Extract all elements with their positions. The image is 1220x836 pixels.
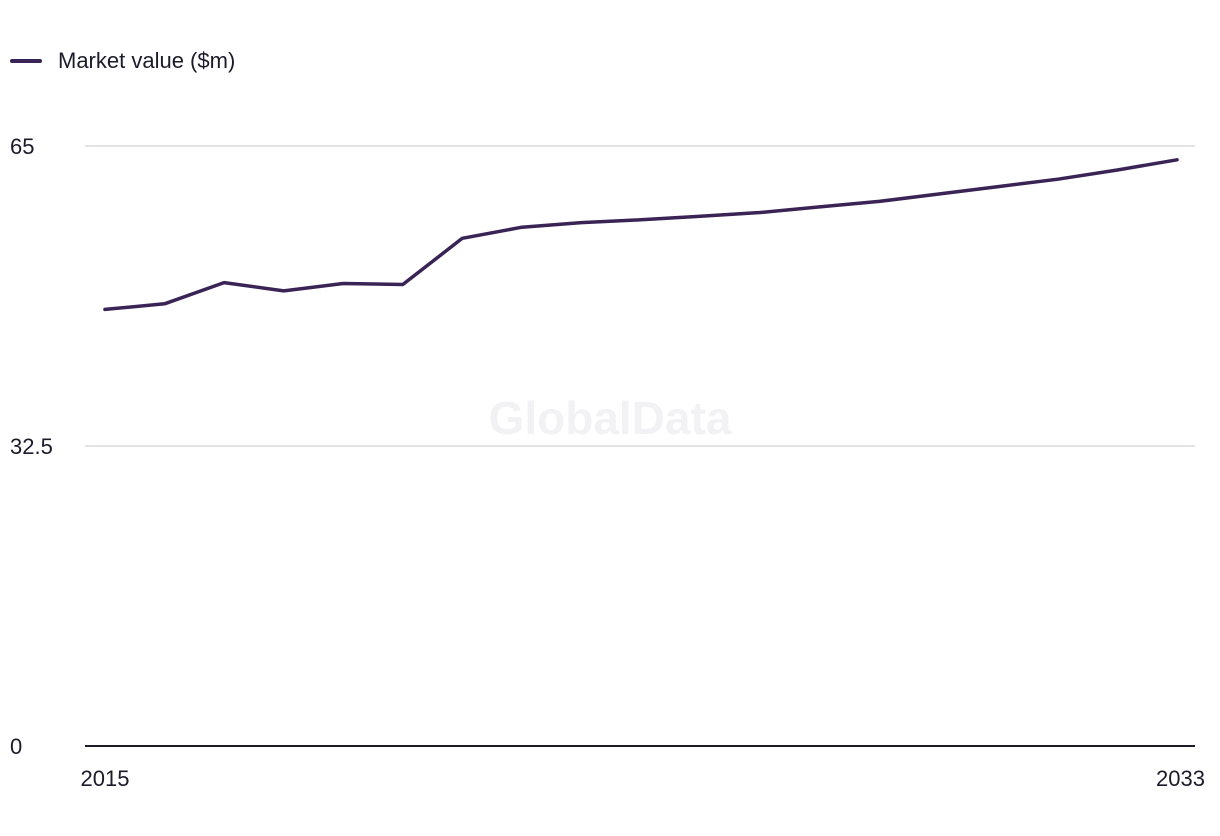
gridlines: [85, 145, 1195, 447]
legend: Market value ($m): [10, 48, 235, 74]
y-axis-ticks: 0 32.5 65: [10, 134, 53, 759]
y-tick-label: 65: [10, 134, 34, 159]
x-axis-ticks: 2015 2033: [81, 766, 1205, 791]
watermark: GlobalData: [489, 392, 732, 444]
series-line-market-value: [103, 158, 1179, 312]
series-layer: [103, 158, 1179, 312]
y-tick-label: 0: [10, 734, 22, 759]
x-tick-label: 2015: [81, 766, 130, 791]
legend-swatch: [10, 59, 42, 63]
x-tick-label: 2033: [1156, 766, 1205, 791]
y-tick-label: 32.5: [10, 434, 53, 459]
legend-label: Market value ($m): [58, 48, 236, 73]
